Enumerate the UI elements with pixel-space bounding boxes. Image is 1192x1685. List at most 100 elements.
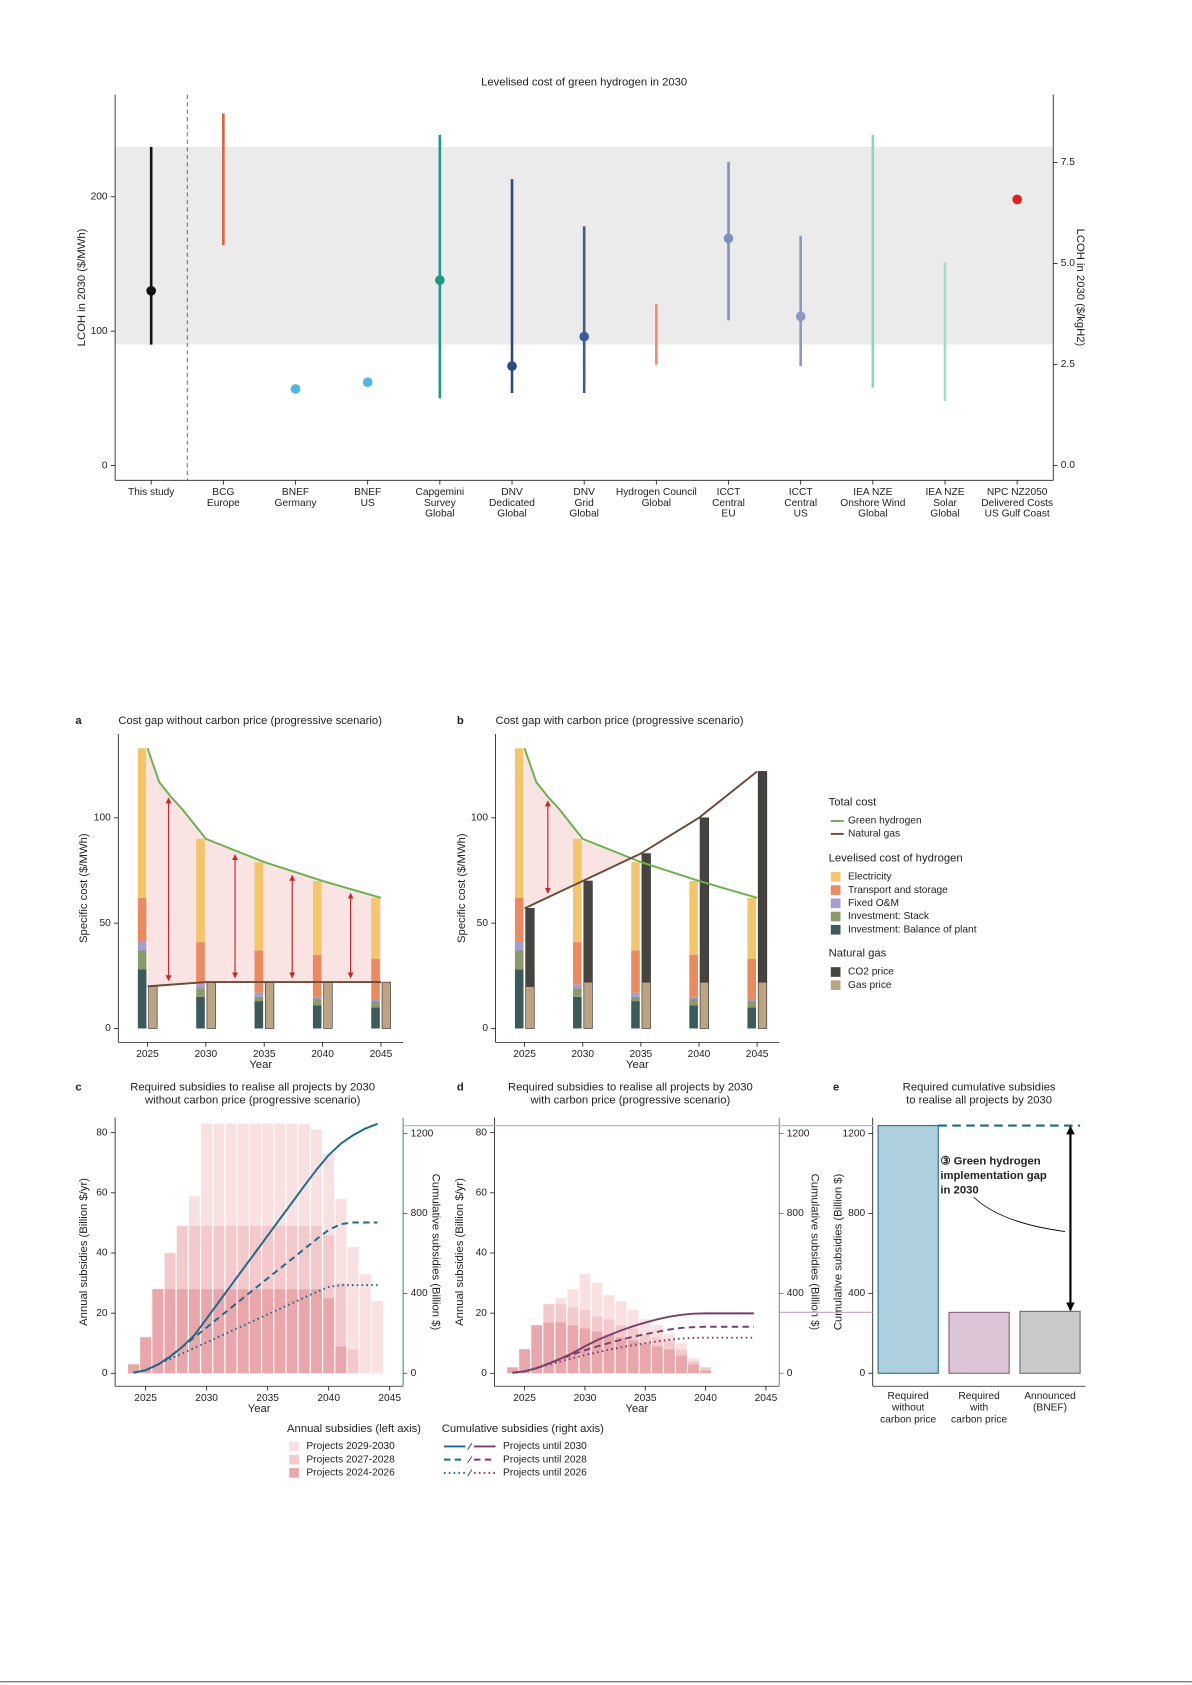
point [723, 233, 734, 244]
subsidy-bar [519, 1349, 531, 1374]
hydrogen-bar [312, 881, 322, 955]
subsidy-bar [663, 1334, 675, 1341]
x-tick-label-line: Global [642, 498, 671, 509]
hydrogen-bar [689, 881, 698, 955]
hydrogen-bar [573, 984, 582, 989]
subsidy-bar [323, 1234, 335, 1299]
legend-label: Fixed O&M [848, 898, 899, 909]
gas-bar [148, 986, 158, 1029]
x-tick-label-line: Onshore Wind [840, 498, 905, 509]
legend-title: Levelised cost of hydrogen [829, 853, 963, 865]
y-axis-label: Annual subsidies (Billion $/yr) [454, 1178, 466, 1326]
subsidy-bar [371, 1301, 383, 1374]
subsidy-bar [676, 1349, 687, 1356]
hydrogen-bar [689, 996, 698, 999]
y2-axis-label: LCOH in 2030 ($/kgH2) [1074, 229, 1086, 347]
x-tick-label-line: Global [930, 508, 959, 519]
legend-label: Projects 2029-2030 [306, 1441, 395, 1452]
subsidy-bar [237, 1123, 249, 1226]
hydrogen-bar [254, 1001, 264, 1029]
hydrogen-bar [747, 1007, 757, 1029]
hydrogen-bar [137, 897, 147, 943]
subsidy-bar [688, 1358, 699, 1362]
y2-tick-label: 0 [411, 1368, 417, 1379]
subsidy-bar [567, 1289, 579, 1308]
hydrogen-bar [196, 942, 205, 985]
annotation-line: implementation gap [940, 1170, 1047, 1182]
hydrogen-bar [312, 954, 322, 997]
point [435, 275, 445, 285]
x-tick-label-line: Central [712, 498, 745, 509]
legend-swatch [830, 911, 841, 922]
subsidy-bar [286, 1225, 298, 1290]
y2-tick-label: 0 [787, 1368, 793, 1379]
y-tick-label: 200 [91, 191, 108, 202]
y-tick-label: 0 [860, 1368, 866, 1379]
subsidy-bar [603, 1319, 615, 1335]
panel-letter: b [457, 715, 464, 727]
y2-axis-label: Cumulative subsidies (Billion $) [429, 1174, 441, 1331]
hydrogen-bar [514, 748, 524, 898]
x-tick-label-line: DNV [501, 487, 523, 498]
legend-slash [467, 1469, 473, 1477]
x-tick-label-line: DNV [573, 487, 595, 498]
x-tick-label-line: IEA NZE [853, 487, 892, 498]
hydrogen-bar [371, 1001, 380, 1008]
subsidy-bar [164, 1252, 176, 1290]
y-tick-label: 60 [96, 1188, 108, 1199]
hydrogen-bar [312, 996, 322, 999]
legend-title: Natural gas [829, 948, 887, 960]
y-tick-label: 0 [482, 1023, 488, 1034]
x-tick-label-line: Required [958, 1391, 1000, 1402]
hydrogen-bar [371, 998, 380, 1002]
x-tick-label: BNEF US [354, 487, 381, 509]
hydrogen-bar [631, 1001, 640, 1029]
legend-title: Cumulative subsidies (right axis) [442, 1423, 604, 1435]
cost-line [147, 981, 381, 988]
subsidy-bar [347, 1349, 359, 1374]
x-tick-label-line: Required [888, 1391, 930, 1402]
x-tick-label-line: This study [128, 487, 175, 498]
x-tick-label-line: NPC NZ2050 [987, 487, 1048, 498]
gas-bar [525, 908, 535, 987]
y2-tick-label: 7.5 [1061, 157, 1075, 168]
hydrogen-bar [312, 1005, 322, 1029]
subsidy-bar [615, 1301, 627, 1326]
subsidy-bar [639, 1343, 651, 1374]
x-tick-label: 2025 [134, 1393, 157, 1404]
y-axis-label: Specific cost ($/MWh) [78, 833, 90, 943]
subsidy-bar [543, 1304, 555, 1323]
subsidy-bar [651, 1346, 663, 1374]
y-axis-label: LCOH in 2030 ($/MWh) [76, 228, 88, 346]
chart-title: Required cumulative subsidies to realise … [903, 1081, 1056, 1106]
y2-axis-label: Cumulative subsidies (Billion $) [809, 1174, 821, 1331]
chart-title: Levelised cost of green hydrogen in 2030 [481, 77, 687, 89]
subsidy-bar [663, 1349, 675, 1374]
subsidy-bar [298, 1123, 310, 1226]
subsidy-bar [310, 1225, 322, 1290]
y2-tick-label: 1200 [411, 1128, 434, 1139]
x-tick-label-line: Announced [1024, 1391, 1076, 1402]
subsidy-bar [591, 1283, 603, 1317]
subsidy-bar [213, 1225, 225, 1290]
subsidy-bar [555, 1298, 567, 1305]
cost-line [146, 747, 382, 899]
gap-area [524, 748, 631, 909]
cost-line [524, 770, 758, 910]
subsidy-bar [567, 1307, 579, 1326]
chart-title-line: to realise all projects by 2030 [906, 1094, 1052, 1106]
subsidy-bar [700, 1367, 712, 1371]
subsidy-bar [274, 1225, 286, 1290]
x-axis-label: Year [626, 1059, 649, 1071]
hydrogen-bar [137, 950, 147, 970]
x-tick-label-line: BNEF [354, 487, 381, 498]
hydrogen-bar [312, 998, 322, 1006]
subsidy-bar [213, 1289, 225, 1374]
point [146, 285, 157, 296]
y-tick-label: 100 [471, 812, 488, 823]
x-axis-label: Year [249, 1059, 272, 1071]
subsidy-bar [651, 1337, 663, 1347]
hydrogen-bar [631, 950, 640, 993]
x-tick-label: Announced (BNEF) [1024, 1391, 1076, 1414]
